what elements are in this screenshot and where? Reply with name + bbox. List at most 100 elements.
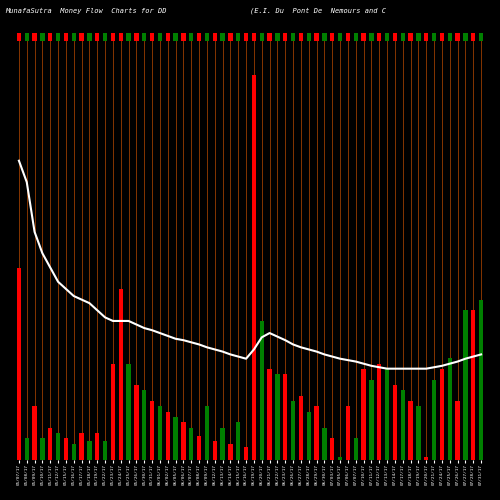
Bar bbox=[330, 32, 334, 41]
Bar bbox=[338, 32, 342, 41]
Bar bbox=[400, 390, 405, 460]
Bar bbox=[118, 289, 123, 460]
Bar bbox=[252, 32, 256, 41]
Bar bbox=[408, 401, 412, 460]
Bar bbox=[80, 433, 84, 460]
Bar bbox=[17, 32, 21, 41]
Bar bbox=[432, 32, 436, 41]
Bar bbox=[322, 428, 326, 460]
Bar bbox=[260, 32, 264, 41]
Bar bbox=[432, 380, 436, 460]
Bar bbox=[424, 32, 428, 41]
Bar bbox=[471, 32, 476, 41]
Bar bbox=[40, 32, 44, 41]
Bar bbox=[370, 32, 374, 41]
Bar bbox=[283, 32, 288, 41]
Bar bbox=[228, 444, 232, 460]
Bar bbox=[166, 412, 170, 460]
Bar bbox=[291, 32, 295, 41]
Bar bbox=[95, 433, 100, 460]
Bar bbox=[189, 32, 194, 41]
Bar bbox=[212, 32, 217, 41]
Bar bbox=[354, 438, 358, 460]
Bar bbox=[64, 438, 68, 460]
Bar bbox=[142, 390, 146, 460]
Bar bbox=[236, 422, 240, 460]
Bar bbox=[448, 358, 452, 460]
Bar bbox=[424, 456, 428, 460]
Bar bbox=[88, 32, 92, 41]
Bar bbox=[377, 364, 382, 460]
Bar bbox=[205, 406, 209, 460]
Bar bbox=[32, 406, 36, 460]
Bar bbox=[220, 428, 224, 460]
Bar bbox=[142, 32, 146, 41]
Bar bbox=[322, 32, 326, 41]
Bar bbox=[268, 32, 272, 41]
Bar bbox=[362, 32, 366, 41]
Bar bbox=[134, 385, 138, 460]
Bar bbox=[448, 32, 452, 41]
Bar bbox=[260, 321, 264, 460]
Bar bbox=[464, 32, 468, 41]
Bar bbox=[400, 32, 405, 41]
Bar bbox=[416, 406, 420, 460]
Bar bbox=[377, 32, 382, 41]
Bar bbox=[479, 300, 483, 460]
Bar bbox=[72, 444, 76, 460]
Bar bbox=[440, 32, 444, 41]
Bar bbox=[56, 433, 60, 460]
Bar bbox=[370, 380, 374, 460]
Bar bbox=[32, 32, 36, 41]
Bar bbox=[244, 447, 248, 460]
Bar bbox=[182, 32, 186, 41]
Bar bbox=[24, 438, 29, 460]
Bar bbox=[456, 32, 460, 41]
Bar bbox=[40, 438, 44, 460]
Text: (E.I. Du  Pont De  Nemours and C: (E.I. Du Pont De Nemours and C bbox=[250, 8, 386, 14]
Bar bbox=[299, 32, 303, 41]
Bar bbox=[189, 428, 194, 460]
Bar bbox=[408, 32, 412, 41]
Bar bbox=[252, 75, 256, 460]
Text: MunafaSutra  Money Flow  Charts for DD: MunafaSutra Money Flow Charts for DD bbox=[5, 8, 166, 14]
Bar bbox=[197, 32, 201, 41]
Bar bbox=[134, 32, 138, 41]
Bar bbox=[150, 401, 154, 460]
Bar bbox=[197, 436, 201, 460]
Bar bbox=[174, 417, 178, 460]
Bar bbox=[56, 32, 60, 41]
Bar bbox=[244, 32, 248, 41]
Bar bbox=[72, 32, 76, 41]
Bar bbox=[95, 32, 100, 41]
Bar bbox=[276, 32, 280, 41]
Bar bbox=[64, 32, 68, 41]
Bar bbox=[174, 32, 178, 41]
Bar bbox=[268, 369, 272, 460]
Bar bbox=[393, 32, 397, 41]
Bar bbox=[103, 32, 107, 41]
Bar bbox=[306, 32, 311, 41]
Bar bbox=[330, 438, 334, 460]
Bar bbox=[48, 32, 52, 41]
Bar bbox=[283, 374, 288, 460]
Bar bbox=[456, 401, 460, 460]
Bar bbox=[362, 369, 366, 460]
Bar bbox=[354, 32, 358, 41]
Bar bbox=[118, 32, 123, 41]
Bar bbox=[299, 396, 303, 460]
Bar bbox=[166, 32, 170, 41]
Bar bbox=[346, 406, 350, 460]
Bar bbox=[158, 406, 162, 460]
Bar bbox=[291, 401, 295, 460]
Bar bbox=[236, 32, 240, 41]
Bar bbox=[440, 369, 444, 460]
Bar bbox=[393, 385, 397, 460]
Bar bbox=[416, 32, 420, 41]
Bar bbox=[24, 32, 29, 41]
Bar bbox=[48, 428, 52, 460]
Bar bbox=[314, 32, 318, 41]
Bar bbox=[17, 268, 21, 460]
Bar bbox=[103, 440, 107, 460]
Bar bbox=[385, 369, 389, 460]
